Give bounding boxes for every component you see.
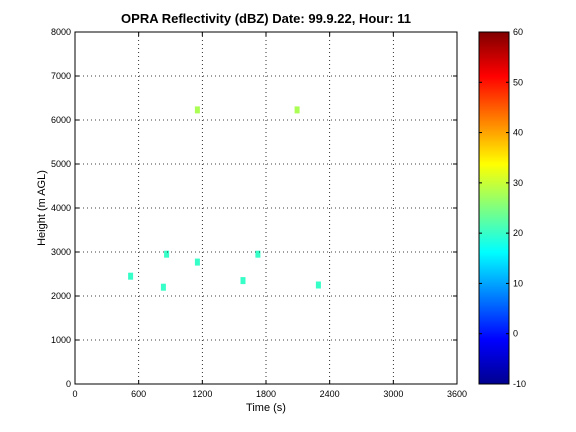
y-tick-label: 1000	[51, 335, 71, 345]
colorbar-ticks: -10 0 10 20 30 40 50 60	[479, 27, 526, 389]
y-tick-label: 3000	[51, 247, 71, 257]
x-tick-label: 1800	[256, 389, 276, 399]
colorbar-tick-label: 40	[513, 128, 523, 138]
reflectivity-speck	[315, 281, 321, 289]
reflectivity-speck	[194, 106, 200, 114]
reflectivity-speck	[160, 283, 166, 291]
colorbar-tick-label: 60	[513, 27, 523, 37]
reflectivity-speck	[128, 272, 134, 280]
x-axis-label: Time (s)	[246, 402, 286, 414]
y-tick-label: 0	[66, 379, 71, 389]
y-tick-label: 2000	[51, 291, 71, 301]
reflectivity-speck	[194, 258, 200, 266]
reflectivity-speck	[255, 250, 261, 258]
x-tick-label: 600	[131, 389, 146, 399]
x-tick-label: 3000	[383, 389, 403, 399]
colorbar-tick-label: 50	[513, 77, 523, 87]
y-axis-label: Height (m AGL)	[36, 170, 48, 246]
y-tick-label: 4000	[51, 203, 71, 213]
colorbar	[478, 31, 510, 385]
x-tick-label: 1200	[192, 389, 212, 399]
reflectivity-speck	[164, 250, 170, 258]
y-tick-label: 5000	[51, 159, 71, 169]
colorbar-tick-label: 10	[513, 278, 523, 288]
colorbar-tick-label: 30	[513, 178, 523, 188]
colorbar-tick-label: 0	[513, 329, 518, 339]
y-tick-label: 8000	[51, 27, 71, 37]
x-tick-label: 0	[72, 389, 77, 399]
x-tick-label: 2400	[320, 389, 340, 399]
reflectivity-heatmap	[128, 106, 321, 291]
grid-lines	[75, 32, 457, 384]
chart-title: OPRA Reflectivity (dBZ) Date: 99.9.22, H…	[121, 11, 411, 26]
reflectivity-speck	[240, 277, 246, 285]
y-axis-ticks: 0 1000 2000 3000 4000 5000 6000 7000 8000	[51, 27, 457, 389]
y-tick-label: 6000	[51, 115, 71, 125]
x-axis-ticks: 0 600 1200 1800 2400 3000 3600	[72, 32, 467, 399]
colorbar-tick-label: -10	[513, 379, 526, 389]
colorbar-tick-label: 20	[513, 228, 523, 238]
y-tick-label: 7000	[51, 71, 71, 81]
x-tick-label: 3600	[447, 389, 467, 399]
reflectivity-speck	[294, 106, 300, 114]
